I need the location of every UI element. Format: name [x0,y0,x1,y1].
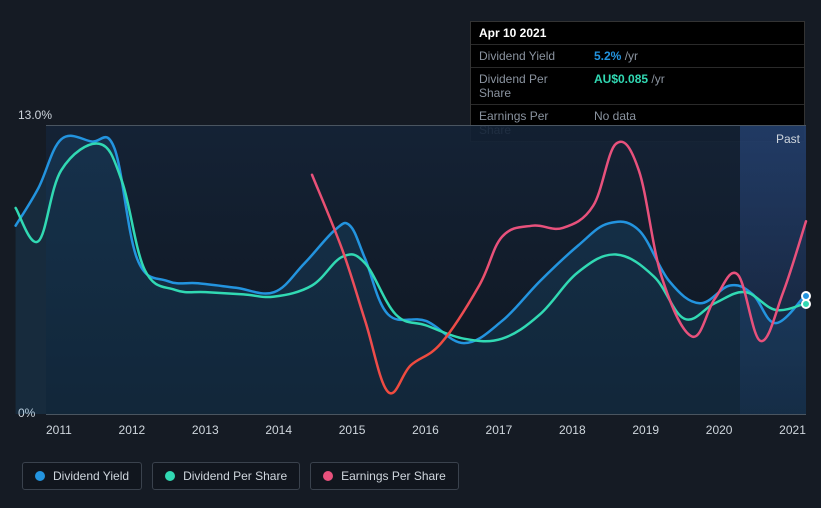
legend-swatch [323,471,333,481]
x-axis-tick: 2020 [706,423,733,443]
x-axis: 2011 2012 2013 2014 2015 2016 2017 2018 2019 2020… [46,423,806,443]
legend-item-dividend-per-share[interactable]: Dividend Per Share [152,462,300,490]
chart-tooltip: Apr 10 2021 Dividend Yield 5.2% /yr Divi… [470,21,805,142]
legend-item-dividend-yield[interactable]: Dividend Yield [22,462,142,490]
x-axis-tick: 2014 [265,423,292,443]
legend-label: Earnings Per Share [341,469,446,483]
x-axis-tick: 2017 [486,423,513,443]
legend: Dividend Yield Dividend Per Share Earnin… [22,462,459,490]
x-axis-tick: 2011 [46,423,72,443]
tooltip-date: Apr 10 2021 [471,22,554,44]
x-axis-tick: 2012 [119,423,146,443]
y-axis-tick: 13.0% [18,108,52,122]
legend-label: Dividend Per Share [183,469,287,483]
series-end-dot [801,299,811,309]
x-axis-tick: 2015 [339,423,366,443]
tooltip-row-value: 5.2% /yr [586,45,646,67]
tooltip-row-label: Dividend Per Share [471,68,586,104]
x-axis-tick: 2018 [559,423,586,443]
legend-item-earnings-per-share[interactable]: Earnings Per Share [310,462,459,490]
legend-swatch [165,471,175,481]
x-axis-tick: 2016 [412,423,439,443]
legend-swatch [35,471,45,481]
tooltip-row-label: Dividend Yield [471,45,586,67]
x-axis-tick: 2013 [192,423,219,443]
line-chart[interactable]: Past [46,125,806,415]
x-axis-tick: 2019 [632,423,659,443]
x-axis-tick: 2021 [779,423,806,443]
tooltip-row-value: AU$0.085 /yr [586,68,673,104]
legend-label: Dividend Yield [53,469,129,483]
